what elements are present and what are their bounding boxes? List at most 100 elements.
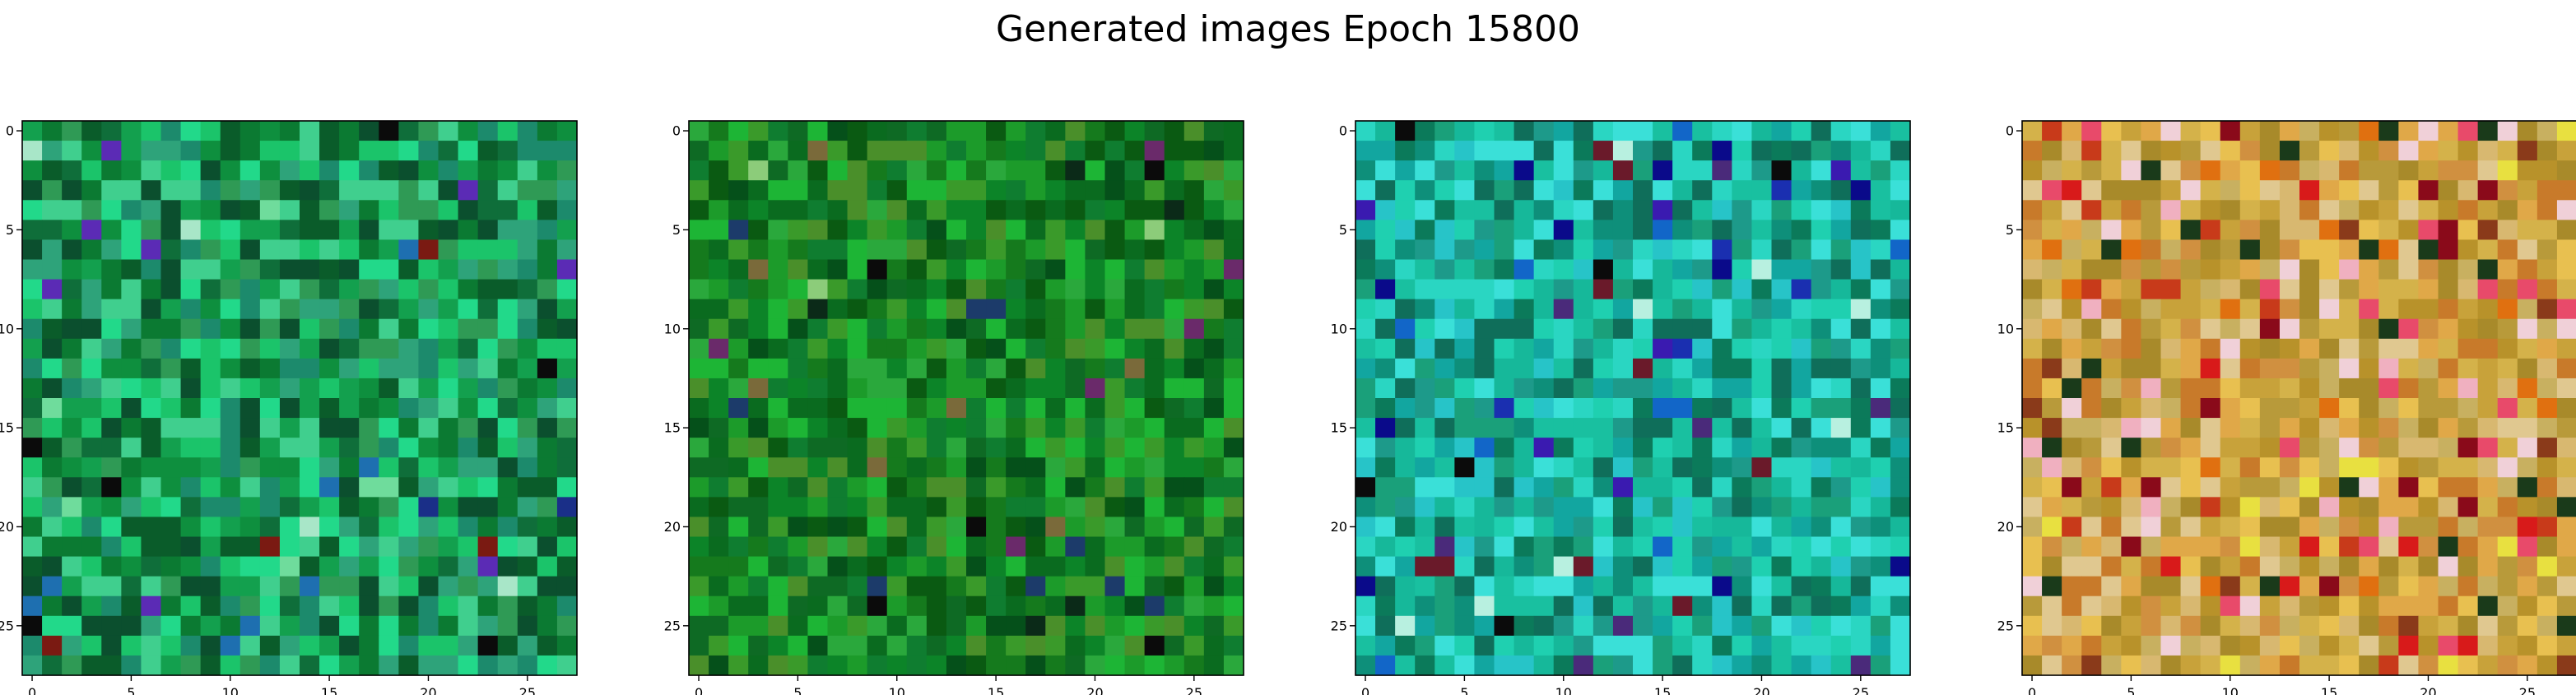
pixel xyxy=(1164,457,1185,478)
pixel xyxy=(438,595,459,617)
pixel xyxy=(517,615,538,637)
pixel xyxy=(1454,497,1476,518)
pixel xyxy=(1375,358,1396,379)
pixel xyxy=(418,517,439,538)
pixel xyxy=(1732,121,1753,141)
pixel xyxy=(1144,358,1165,379)
pixel xyxy=(101,141,122,161)
pixel xyxy=(1164,576,1185,597)
pixel xyxy=(2319,299,2340,320)
pixel xyxy=(1415,200,1435,220)
pixel xyxy=(1791,438,1812,458)
pixel xyxy=(398,220,420,241)
pixel xyxy=(2121,477,2142,498)
pixel xyxy=(1104,536,1126,558)
x-tick-label: 20 xyxy=(2420,685,2436,695)
pixel xyxy=(1771,635,1793,656)
pixel xyxy=(121,556,142,577)
pixel xyxy=(1144,556,1165,577)
pixel xyxy=(141,536,162,558)
pixel xyxy=(398,279,420,300)
pixel xyxy=(339,655,360,676)
pixel xyxy=(339,595,360,617)
pixel xyxy=(807,121,829,141)
pixel xyxy=(2239,438,2261,458)
pixel xyxy=(239,259,261,280)
pixel xyxy=(339,200,360,220)
pixel xyxy=(1434,595,1455,617)
pixel xyxy=(768,438,788,458)
pixel xyxy=(2299,595,2320,617)
pixel xyxy=(2398,536,2420,558)
pixel xyxy=(300,655,320,676)
pixel xyxy=(1653,239,1673,261)
pixel xyxy=(926,318,947,340)
pixel xyxy=(906,655,928,676)
pixel xyxy=(2438,457,2459,478)
pixel xyxy=(768,595,788,617)
pixel xyxy=(827,200,849,220)
pixel xyxy=(2022,318,2043,340)
pixel xyxy=(497,438,518,458)
pixel xyxy=(1533,398,1555,419)
pixel xyxy=(728,615,749,637)
pixel xyxy=(1375,299,1396,320)
pixel xyxy=(220,477,241,498)
pixel xyxy=(1395,378,1416,399)
pixel xyxy=(101,318,122,340)
pixel xyxy=(1751,160,1773,181)
pixel xyxy=(379,595,399,617)
pixel xyxy=(2556,457,2576,478)
pixel xyxy=(2457,517,2479,538)
pixel xyxy=(458,180,479,201)
pixel xyxy=(1474,141,1495,161)
pixel xyxy=(2497,398,2518,419)
pixel xyxy=(180,220,202,241)
pixel xyxy=(2319,318,2340,340)
pixel xyxy=(986,378,1007,399)
pixel xyxy=(2042,497,2062,518)
pixel xyxy=(141,497,162,518)
pixel xyxy=(2536,338,2558,359)
pixel xyxy=(728,239,749,261)
pixel xyxy=(1065,121,1086,141)
pixel xyxy=(946,299,967,320)
pixel xyxy=(1124,497,1146,518)
pixel xyxy=(1553,556,1574,577)
pixel xyxy=(1203,141,1225,161)
pixel xyxy=(239,477,261,498)
pixel xyxy=(200,259,221,280)
pixel xyxy=(1085,595,1106,617)
pixel xyxy=(728,259,749,280)
pixel xyxy=(1085,615,1106,637)
pixel xyxy=(2121,517,2142,538)
pixel xyxy=(1183,536,1205,558)
pixel xyxy=(101,556,122,577)
pixel xyxy=(768,497,788,518)
pixel xyxy=(339,457,360,478)
pixel xyxy=(1065,200,1086,220)
pixel xyxy=(81,299,102,320)
pixel xyxy=(1692,160,1713,181)
pixel xyxy=(1771,595,1793,617)
pixel xyxy=(689,318,709,340)
y-tick-label: 25 xyxy=(1331,618,1347,633)
figure-title: Generated images Epoch 15800 xyxy=(995,8,1581,50)
pixel xyxy=(2200,497,2221,518)
pixel xyxy=(497,279,518,300)
pixel xyxy=(1006,398,1026,419)
pixel xyxy=(239,615,261,637)
pixel xyxy=(1672,378,1693,399)
pixel xyxy=(1732,180,1753,201)
pixel xyxy=(101,259,122,280)
pixel xyxy=(748,635,769,656)
pixel xyxy=(556,259,578,280)
pixel xyxy=(2042,318,2062,340)
pixel xyxy=(121,418,142,438)
pixel xyxy=(709,576,729,597)
pixel xyxy=(728,418,749,438)
x-tick-label: 0 xyxy=(1361,685,1369,695)
pixel xyxy=(220,121,241,141)
pixel xyxy=(1006,200,1026,220)
pixel xyxy=(2220,279,2241,300)
